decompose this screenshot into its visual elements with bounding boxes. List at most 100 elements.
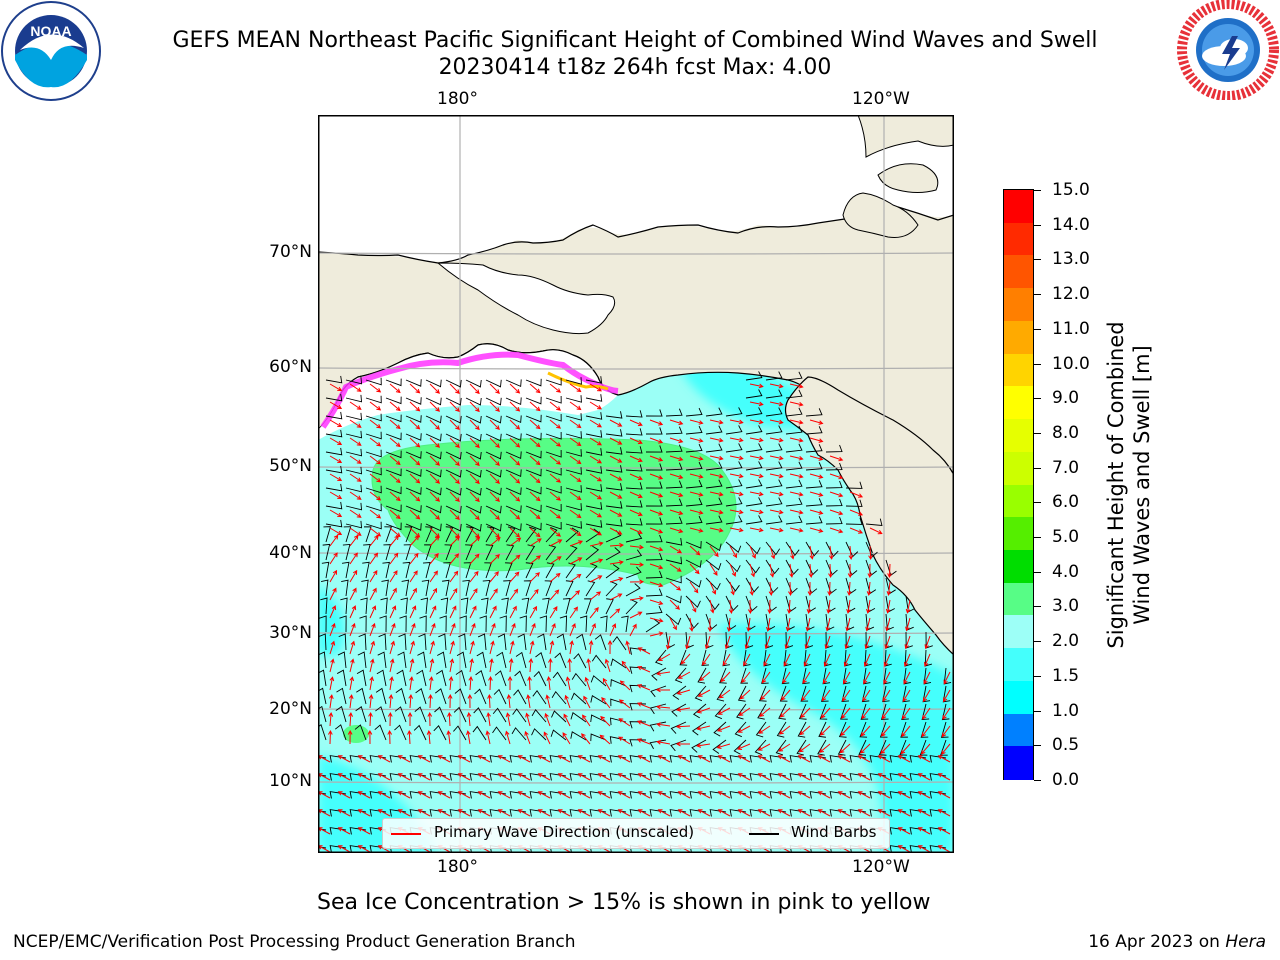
- wave-direction-arrow: [637, 684, 651, 691]
- wave-direction-arrow: [563, 713, 571, 727]
- wave-direction-arrow: [546, 676, 552, 691]
- wave-direction-arrow: [466, 712, 472, 727]
- wind-barb: [625, 446, 643, 454]
- wave-direction-arrow: [549, 455, 561, 465]
- wind-barb: [745, 407, 763, 417]
- wind-barb: [531, 728, 547, 741]
- wave-direction-arrow: [509, 622, 516, 637]
- wind-barb: [340, 597, 348, 615]
- wind-barb: [645, 552, 663, 561]
- wave-direction-arrow: [817, 809, 831, 817]
- wave-direction-arrow: [629, 611, 643, 619]
- wind-barb: [585, 412, 603, 420]
- wave-direction-arrow: [669, 419, 684, 426]
- wave-direction-arrow: [709, 491, 724, 497]
- wave-direction-arrow: [689, 617, 694, 632]
- wave-direction-arrow: [716, 725, 731, 732]
- wave-direction-arrow: [675, 724, 691, 729]
- wave-direction-arrow: [489, 455, 500, 466]
- wave-direction-arrow: [528, 658, 534, 673]
- wave-direction-arrow: [636, 702, 651, 709]
- wind-barb: [512, 708, 527, 723]
- wave-direction-arrow: [817, 791, 831, 799]
- wind-barb: [395, 687, 407, 705]
- colorbar-tick-label: 6.0: [1052, 492, 1080, 513]
- wind-barb: [321, 561, 330, 579]
- wind-barb: [505, 487, 522, 496]
- wave-direction-arrow: [569, 573, 582, 583]
- wind-barb: [325, 465, 343, 474]
- wind-barb: [725, 425, 743, 435]
- wind-barb: [477, 633, 487, 651]
- wind-barb: [745, 577, 759, 593]
- wind-barb: [551, 710, 567, 723]
- wave-direction-arrow: [389, 401, 401, 412]
- wind-barb: [605, 465, 623, 473]
- wave-direction-arrow: [797, 791, 811, 799]
- wind-barb: [479, 615, 487, 633]
- wind-barb: [525, 450, 542, 459]
- wave-direction-arrow: [329, 534, 339, 547]
- wave-direction-arrow: [901, 725, 911, 737]
- wind-barb: [565, 580, 574, 597]
- wind-barb: [725, 577, 740, 592]
- wind-barb: [645, 534, 663, 543]
- wave-direction-arrow: [597, 773, 611, 781]
- colorbar-tick: [1034, 190, 1041, 191]
- wind-barb: [405, 469, 422, 477]
- wave-direction-arrow: [329, 569, 338, 583]
- wind-barb: [365, 413, 382, 422]
- wind-barb: [425, 487, 442, 496]
- lon-label-top-120w: 120°W: [852, 89, 910, 109]
- wind-barb: [805, 498, 823, 507]
- wind-barb: [734, 721, 747, 738]
- wave-direction-arrow: [897, 755, 911, 763]
- colorbar-tick: [1034, 294, 1041, 296]
- wind-barb: [745, 371, 763, 381]
- wind-barb: [691, 721, 707, 736]
- wave-direction-arrow: [917, 809, 931, 817]
- wave-direction-arrow: [804, 635, 811, 650]
- wave-direction-arrow: [806, 599, 812, 614]
- wind-barb: [465, 526, 474, 543]
- wave-direction-arrow: [569, 557, 583, 565]
- wind-barb: [385, 522, 402, 531]
- wave-direction-arrow: [657, 773, 671, 781]
- wind-barb: [625, 428, 643, 436]
- colorbar-tick: [1034, 398, 1041, 400]
- wind-barb: [398, 633, 407, 651]
- wind-barb: [525, 504, 542, 513]
- wave-direction-arrow: [506, 694, 512, 709]
- wave-direction-arrow: [789, 455, 804, 461]
- wave-direction-arrow: [857, 809, 871, 817]
- wind-barb: [465, 397, 482, 406]
- wind-barb: [472, 725, 487, 741]
- wave-direction-arrow: [409, 491, 421, 502]
- wave-direction-arrow: [429, 437, 440, 448]
- colorbar-segment: [1004, 419, 1033, 453]
- wave-direction-arrow: [837, 755, 851, 763]
- wind-barb: [600, 615, 608, 633]
- wave-direction-arrow: [349, 658, 355, 673]
- wind-barb: [725, 497, 743, 507]
- wind-barb: [532, 689, 547, 705]
- wave-direction-arrow: [549, 606, 558, 619]
- wave-direction-arrow: [449, 658, 455, 673]
- wave-direction-arrow: [864, 635, 871, 650]
- wave-direction-arrow: [389, 383, 401, 394]
- wind-barb: [505, 379, 522, 388]
- wind-barb: [805, 462, 823, 471]
- wind-barb: [394, 706, 407, 723]
- wind-barb: [796, 739, 807, 756]
- wave-direction-arrow: [709, 581, 717, 595]
- colorbar-tick-label: 10.0: [1052, 353, 1090, 374]
- wind-barb: [379, 615, 387, 633]
- wave-direction-arrow: [729, 491, 744, 497]
- wave-direction-arrow: [449, 401, 460, 413]
- wind-barb: [378, 633, 387, 651]
- wave-direction-arrow: [529, 491, 541, 502]
- wave-direction-arrow: [569, 473, 582, 483]
- wave-direction-arrow: [589, 575, 603, 583]
- wind-barb: [571, 672, 587, 687]
- wind-barb: [425, 415, 442, 424]
